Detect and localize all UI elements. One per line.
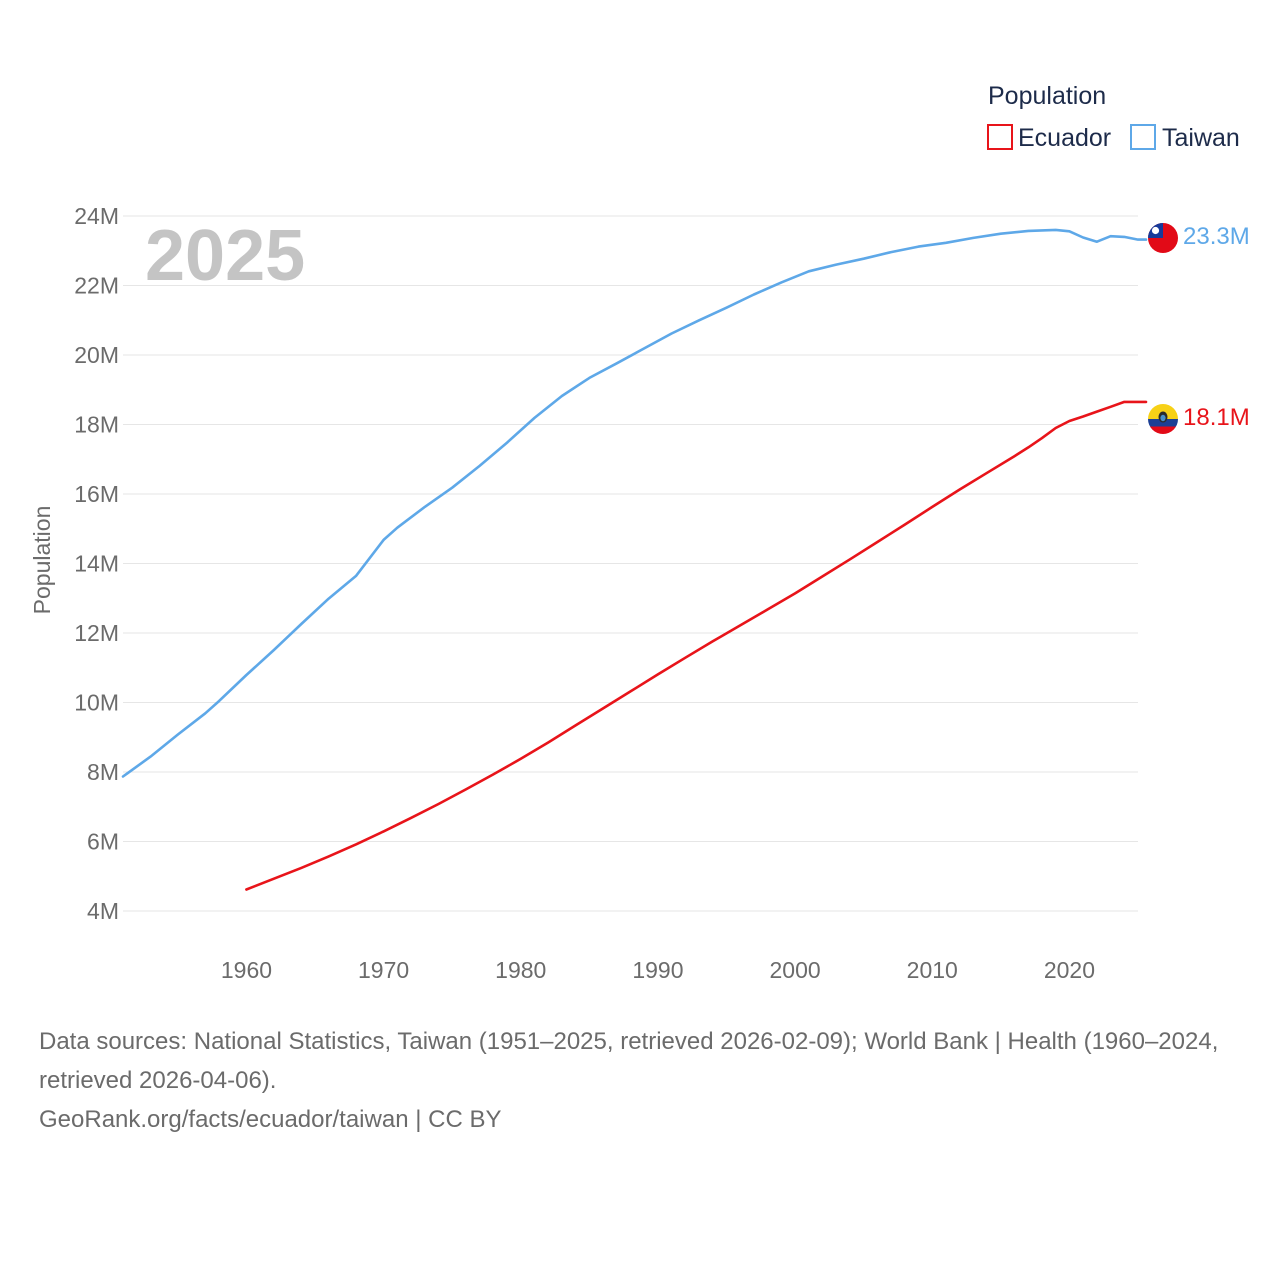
x-tick-label: 2010 — [907, 957, 958, 983]
y-axis-ticks: 4M 6M 8M 10M 12M 14M 16M 18M 20M 22M 24M — [74, 203, 119, 924]
y-tick-label: 18M — [74, 412, 119, 438]
y-axis-label: Population — [29, 506, 55, 615]
y-tick-label: 22M — [74, 273, 119, 299]
legend-swatch-taiwan — [1130, 124, 1156, 150]
ecuador-flag-icon — [1148, 404, 1178, 434]
taiwan-flag-icon — [1148, 223, 1178, 253]
gridlines — [123, 215, 1138, 912]
series-lines — [121, 228, 1148, 891]
legend: Population Ecuador Taiwan — [987, 82, 1240, 152]
legend-item-ecuador[interactable]: Ecuador — [987, 124, 1111, 152]
y-tick-label: 10M — [74, 690, 119, 716]
y-tick-label: 6M — [87, 829, 119, 855]
x-axis-ticks: 1960 1970 1980 1990 2000 2010 2020 — [221, 957, 1095, 983]
taiwan-end-label: 23.3M — [1183, 223, 1250, 250]
legend-label-ecuador: Ecuador — [1018, 124, 1111, 152]
attribution-link[interactable]: GeoRank.org/facts/ecuador/taiwan | CC BY — [39, 1106, 502, 1133]
x-tick-label: 1990 — [632, 957, 683, 983]
x-tick-label: 1960 — [221, 957, 272, 983]
series-line-ecuador[interactable] — [245, 400, 1148, 891]
y-tick-label: 8M — [87, 759, 119, 785]
legend-title: Population — [988, 82, 1106, 110]
y-tick-label: 12M — [74, 620, 119, 646]
year-label: 2025 — [145, 216, 305, 296]
x-tick-label: 1980 — [495, 957, 546, 983]
y-tick-label: 20M — [74, 342, 119, 368]
x-tick-label: 2020 — [1044, 957, 1095, 983]
ecuador-end-label: 18.1M — [1183, 404, 1250, 431]
data-sources-text: Data sources: National Statistics, Taiwa… — [39, 1028, 1219, 1094]
x-tick-label: 2000 — [770, 957, 821, 983]
chart-footer: Data sources: National Statistics, Taiwa… — [39, 1022, 1254, 1139]
y-tick-label: 24M — [74, 203, 119, 229]
y-tick-label: 4M — [87, 898, 119, 924]
legend-label-taiwan: Taiwan — [1162, 124, 1240, 152]
series-line-taiwan[interactable] — [121, 228, 1148, 778]
y-tick-label: 14M — [74, 551, 119, 577]
x-tick-label: 1970 — [358, 957, 409, 983]
legend-item-taiwan[interactable]: Taiwan — [1130, 124, 1240, 152]
y-tick-label: 16M — [74, 481, 119, 507]
legend-swatch-ecuador — [987, 124, 1013, 150]
